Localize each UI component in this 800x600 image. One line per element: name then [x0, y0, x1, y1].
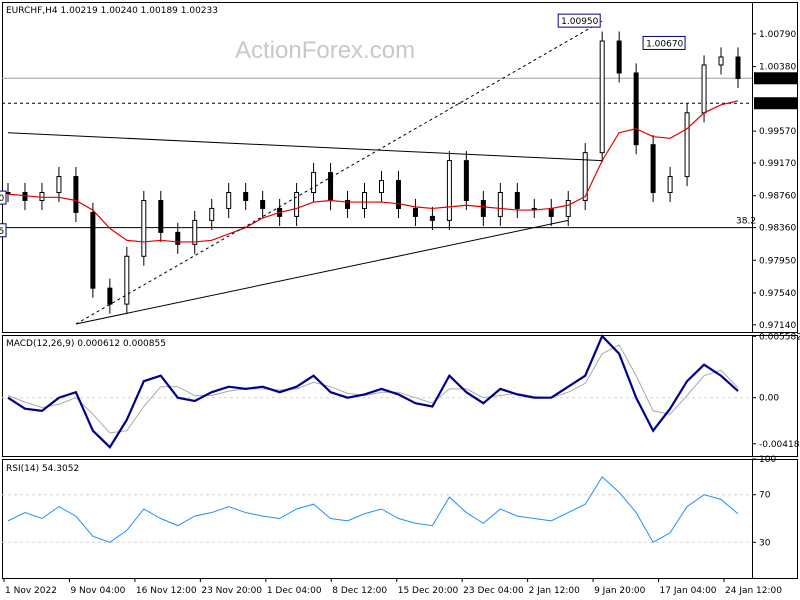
candle-body: [175, 231, 181, 245]
macd-ytick-label: -0.004188: [759, 440, 800, 450]
price-annotation-box: [0, 190, 7, 205]
price-ytick-label: 0.98360: [759, 224, 796, 234]
candle-body: [39, 192, 45, 201]
price-annotation-box: [0, 223, 7, 238]
price-tag-label: 0.99920: [756, 99, 793, 109]
candle-body: [616, 40, 622, 74]
candle-body: [667, 176, 673, 194]
trendline: [75, 20, 603, 325]
candle-body: [124, 255, 130, 305]
candle-body: [633, 72, 639, 146]
price-ytick-label: 0.99170: [759, 159, 796, 169]
x-tick-label: 24 Jan 12:00: [725, 586, 782, 596]
x-tick-label: 2 Jan 12:00: [529, 586, 581, 596]
candle-body: [718, 56, 724, 66]
candle-body: [395, 180, 401, 209]
trendline: [7, 132, 603, 162]
price-ytick-label: 0.99570: [759, 127, 796, 137]
candle-body: [22, 192, 28, 201]
price-annotation-label: 0.98730: [0, 194, 4, 204]
price-title: EURCHF,H4 1.00219 1.00240 1.00189 1.0023…: [6, 6, 218, 16]
candle-body: [73, 176, 79, 213]
panel-frame-2: [2, 459, 798, 579]
price-annotation-label: 1.00950: [561, 17, 598, 27]
macd-signal-line: [7, 344, 739, 434]
candle-body: [735, 56, 741, 80]
rsi-ytick-label: 70: [759, 491, 771, 501]
candle-body: [209, 207, 215, 221]
x-tick-label: 9 Jan 20:00: [594, 586, 646, 596]
x-tick-label: 23 Dec 04:00: [463, 586, 524, 596]
candle-body: [192, 219, 198, 245]
candle-body: [311, 172, 317, 194]
candle-body: [107, 287, 113, 305]
macd-ytick-label: 0.005582: [759, 332, 800, 342]
candle-body: [56, 176, 62, 194]
price-tag-label: 1.00233: [756, 74, 793, 84]
macd-title: MACD(12,26,9) 0.000612 0.000855: [6, 339, 166, 349]
moving-average-line: [7, 100, 739, 243]
candle-body: [294, 192, 300, 217]
candle-body: [141, 199, 147, 257]
price-annotation-label: 1.00670: [646, 39, 683, 49]
price-tag-box: [754, 97, 798, 110]
price-ytick-label: 0.98760: [759, 192, 796, 202]
candle-body: [565, 199, 571, 217]
price-ytick-label: 0.97140: [759, 321, 796, 331]
candle-body: [243, 192, 249, 201]
candle-body: [5, 192, 11, 195]
panel-frame-0: [2, 2, 798, 333]
price-annotation-box: [642, 35, 686, 50]
candle-body: [378, 180, 384, 194]
price-ytick-label: 1.00380: [759, 63, 796, 73]
candle-body: [480, 199, 486, 217]
candle-body: [497, 192, 503, 217]
rsi-ytick-label: 30: [759, 538, 771, 548]
candle-body: [260, 199, 266, 209]
x-tick-label: 1 Nov 2022: [5, 586, 57, 596]
candle-body: [684, 112, 690, 178]
watermark: ActionForex.com: [235, 37, 415, 64]
candle-body: [429, 215, 435, 221]
price-ytick-label: 0.97950: [759, 256, 796, 266]
price-tag-box: [754, 72, 798, 85]
candle-body: [446, 160, 452, 221]
x-tick-label: 1 Dec 04:00: [267, 586, 322, 596]
x-tick-label: 8 Dec 12:00: [332, 586, 387, 596]
x-tick-label: 9 Nov 04:00: [70, 586, 125, 596]
candle-body: [463, 160, 469, 201]
macd-line: [7, 334, 739, 449]
candle-body: [582, 152, 588, 201]
candle-body: [650, 144, 656, 194]
price-annotation-box: [557, 13, 601, 28]
candle-body: [412, 207, 418, 217]
candle-body: [158, 199, 164, 233]
candle-body: [514, 192, 520, 209]
candle-body: [90, 211, 96, 289]
candle-body: [531, 207, 537, 210]
rsi-line: [7, 476, 739, 543]
candle-body: [548, 207, 554, 217]
x-tick-label: 16 Nov 12:00: [136, 586, 197, 596]
x-tick-label: 17 Jan 04:00: [660, 586, 717, 596]
x-tick-label: 23 Nov 20:00: [201, 586, 262, 596]
macd-ytick-label: 0.00: [759, 394, 779, 404]
panel-frame-1: [2, 335, 798, 457]
x-tick-label: 15 Dec 20:00: [398, 586, 459, 596]
rsi-ytick-label: 100: [759, 455, 776, 465]
candle-body: [345, 199, 351, 209]
rsi-title: RSI(14) 54.3052: [6, 464, 79, 474]
candle-body: [599, 40, 605, 154]
trendline: [75, 219, 569, 325]
fib-label: 38.2: [736, 217, 756, 227]
candle-body: [701, 64, 707, 114]
candle-body: [362, 192, 368, 209]
price-ytick-label: 1.00790: [759, 30, 796, 40]
price-annotation-label: 0.98325: [0, 227, 4, 237]
candle-body: [226, 192, 232, 209]
price-ytick-label: 0.97540: [759, 289, 796, 299]
